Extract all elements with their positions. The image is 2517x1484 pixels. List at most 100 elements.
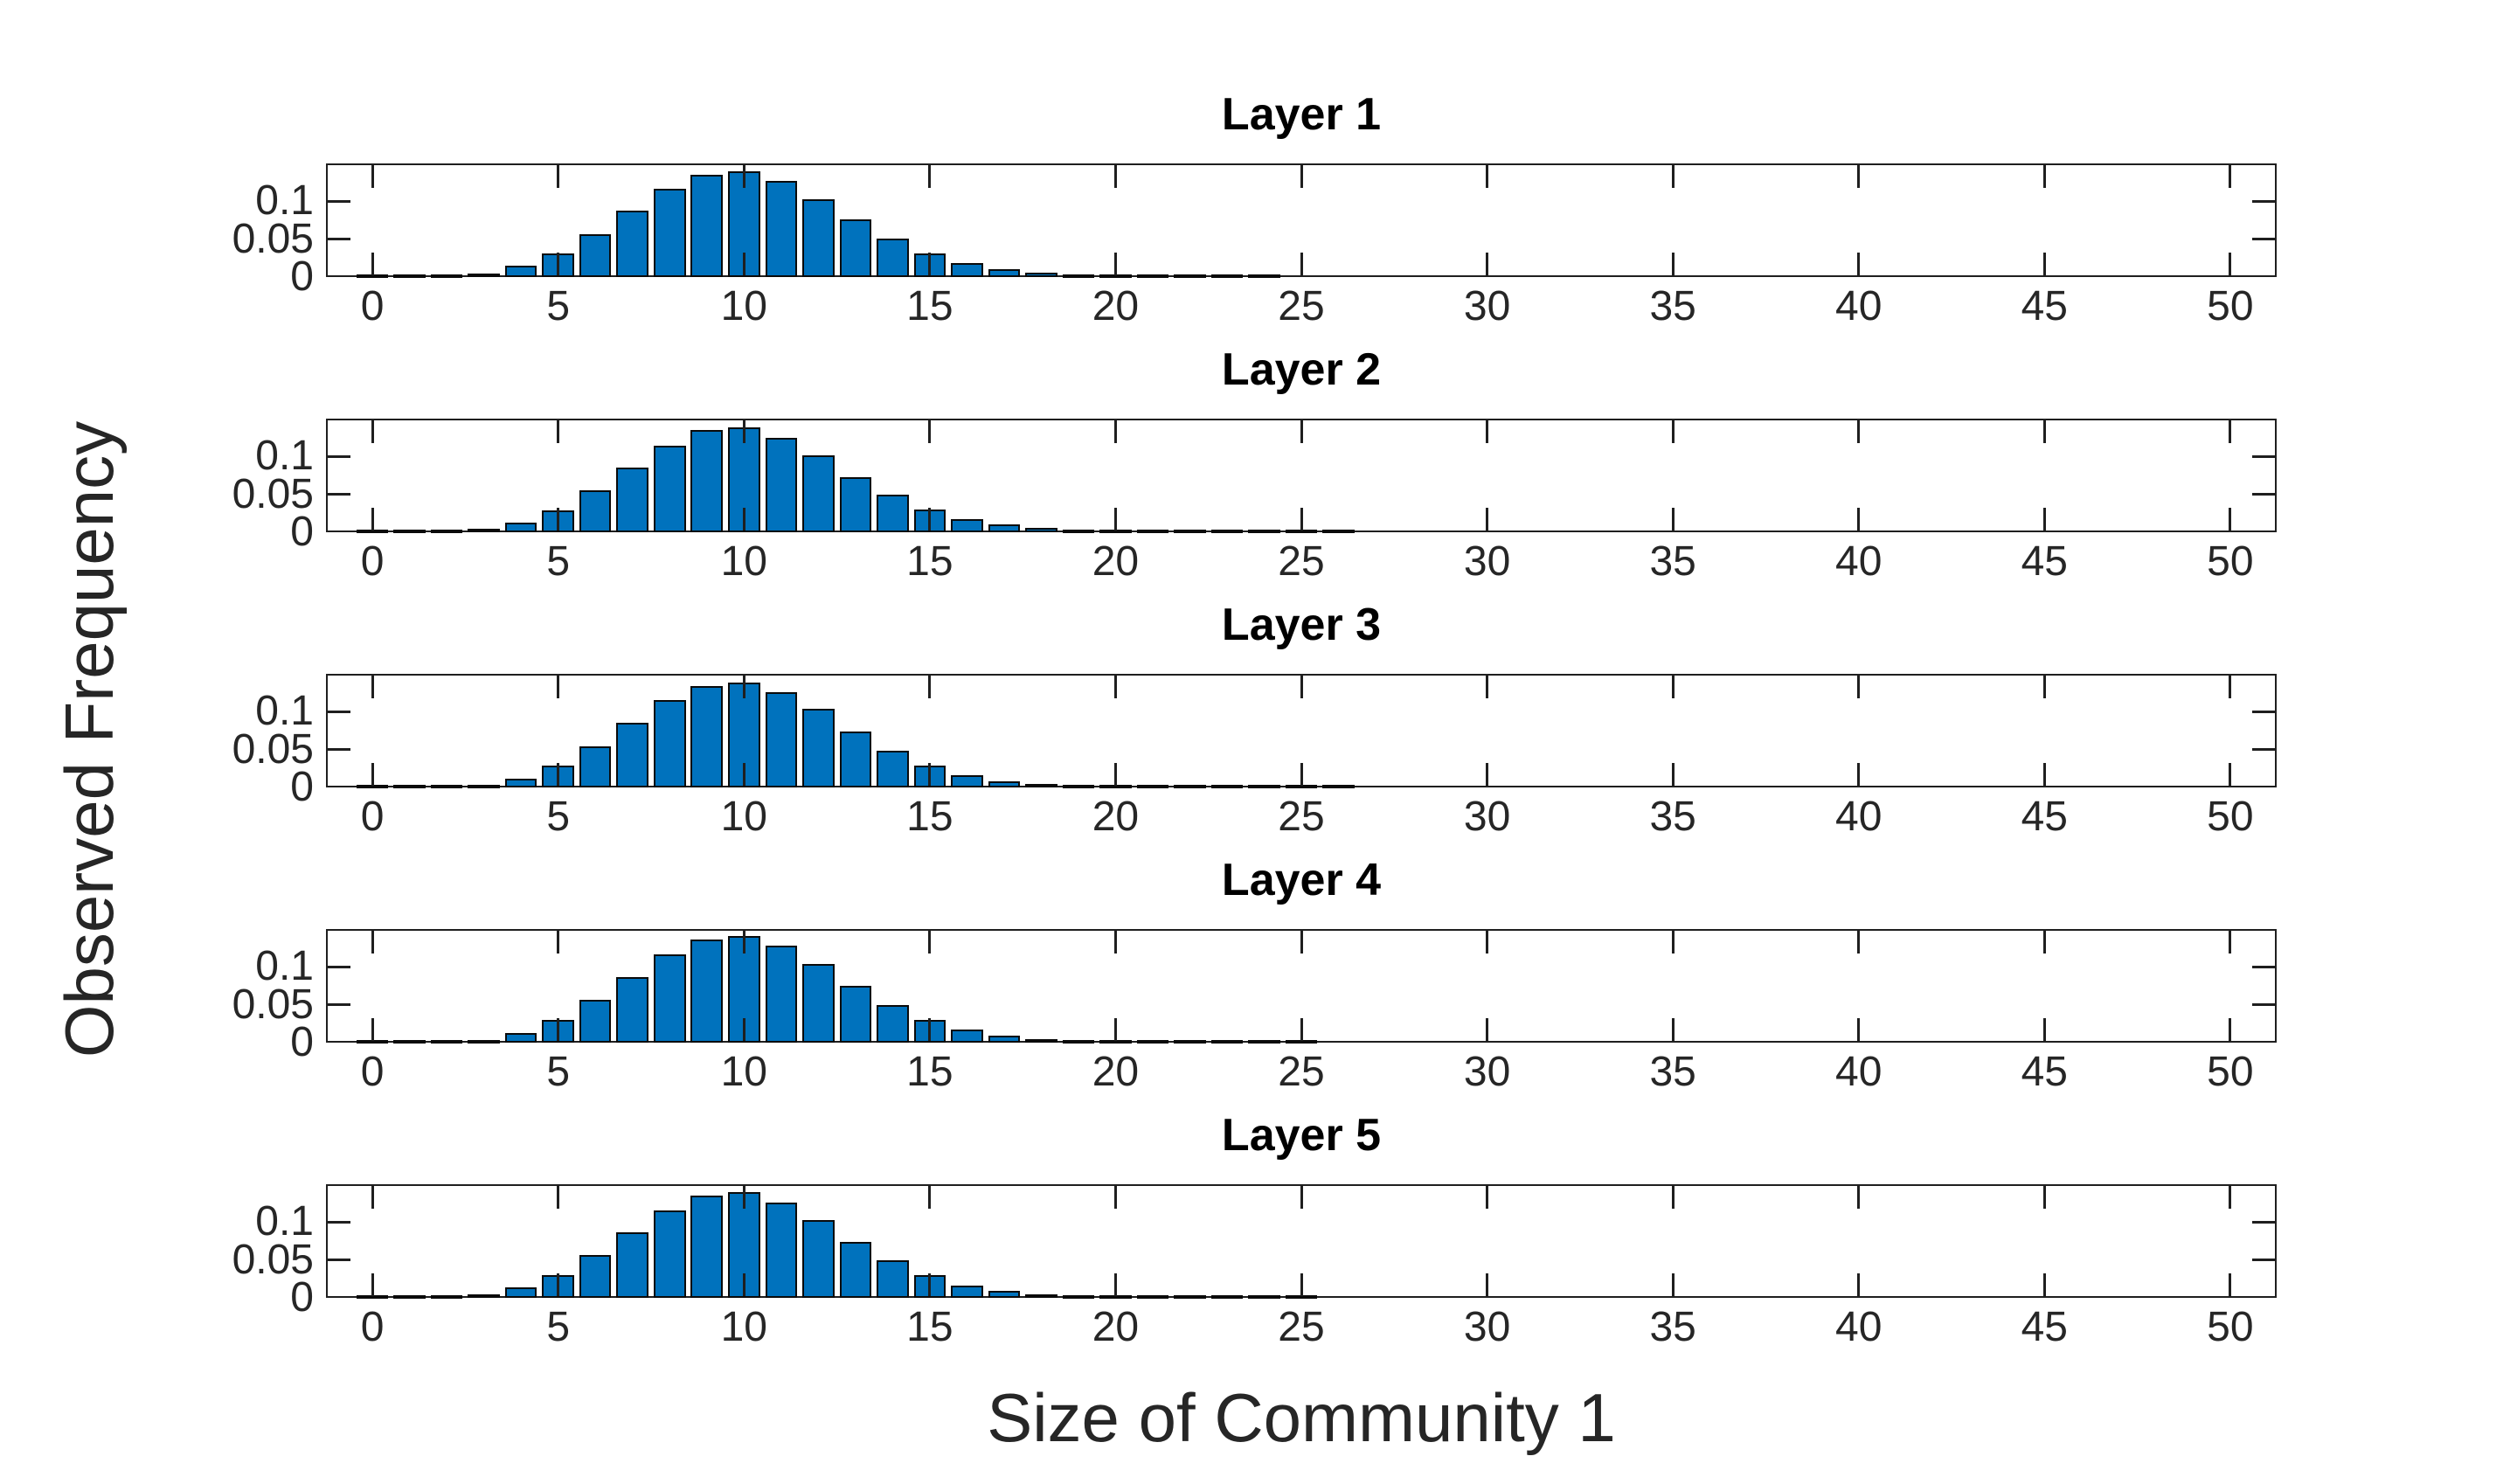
x-tick-mark — [1113, 253, 1117, 275]
x-tick-mark-top — [2042, 1186, 2046, 1209]
histogram-bar — [877, 494, 909, 532]
x-tick-label: 0 — [360, 794, 385, 840]
y-tick-label: 0.1 — [255, 688, 314, 735]
histogram-bar — [616, 210, 648, 277]
x-tick-mark — [928, 763, 932, 786]
histogram-bar — [430, 530, 463, 533]
y-tick-mark-right — [2252, 710, 2275, 713]
x-tick-mark — [1671, 508, 1675, 530]
x-tick-mark — [1857, 508, 1861, 530]
y-tick-mark-right — [2252, 748, 2275, 752]
x-tick-label: 15 — [906, 794, 953, 840]
histogram-bar — [356, 1295, 389, 1299]
y-tick-label: 0 — [290, 764, 314, 810]
histogram-bar — [504, 522, 537, 532]
x-tick-label: 15 — [906, 1304, 953, 1350]
x-tick-mark — [928, 508, 932, 530]
x-tick-label: 0 — [360, 283, 385, 329]
x-tick-mark-top — [1486, 1186, 1489, 1209]
histogram-bar — [988, 269, 1021, 277]
x-tick-mark-top — [2229, 931, 2232, 954]
x-tick-label: 5 — [546, 538, 571, 585]
x-tick-mark-top — [1486, 931, 1489, 954]
x-tick-label: 10 — [720, 283, 767, 329]
y-tick-label: 0.05 — [232, 981, 314, 1028]
x-tick-label: 5 — [546, 1049, 571, 1095]
x-tick-mark-top — [557, 420, 560, 443]
histogram-bar — [839, 1241, 872, 1298]
histogram-bar — [468, 784, 500, 788]
histogram-bar — [1099, 1040, 1132, 1044]
x-tick-mark-top — [2229, 1186, 2232, 1209]
x-tick-mark-top — [1671, 165, 1675, 188]
x-tick-label: 30 — [1463, 283, 1511, 329]
x-tick-mark — [1857, 763, 1861, 786]
x-tick-label: 45 — [2021, 794, 2068, 840]
x-tick-mark — [557, 763, 560, 786]
histogram-bar — [877, 238, 909, 277]
x-tick-mark-top — [2229, 676, 2232, 698]
x-tick-mark-top — [557, 165, 560, 188]
histogram-bar — [802, 708, 835, 787]
x-tick-mark — [2042, 508, 2046, 530]
histogram-bar — [468, 1039, 500, 1044]
x-tick-mark-top — [1671, 420, 1675, 443]
x-tick-mark-top — [742, 931, 745, 954]
histogram-bar — [1248, 785, 1280, 788]
x-tick-mark — [1486, 1018, 1489, 1041]
x-tick-mark-top — [1300, 676, 1303, 698]
histogram-bar — [1025, 1038, 1057, 1043]
x-tick-label: 35 — [1649, 794, 1696, 840]
y-tick-mark — [328, 710, 350, 713]
histogram-bar — [877, 1004, 909, 1043]
histogram-bar — [1174, 530, 1206, 533]
x-tick-label: 0 — [360, 1049, 385, 1095]
x-tick-mark — [1486, 763, 1489, 786]
histogram-bar — [1248, 1040, 1280, 1044]
histogram-bar — [1174, 1295, 1206, 1299]
x-tick-mark — [557, 1273, 560, 1296]
x-tick-label: 25 — [1278, 283, 1325, 329]
x-tick-mark — [1300, 508, 1303, 530]
y-tick-mark-right — [2252, 965, 2275, 968]
x-axis-label: Size of Community 1 — [987, 1379, 1616, 1456]
x-tick-mark — [1113, 763, 1117, 786]
histogram-bar — [393, 530, 426, 533]
y-tick-mark — [328, 1259, 350, 1262]
x-tick-mark — [742, 763, 745, 786]
histogram-bar — [579, 746, 612, 787]
histogram-bar — [951, 1286, 983, 1298]
histogram-bar — [393, 1040, 426, 1044]
x-tick-mark — [1671, 1273, 1675, 1296]
x-tick-mark — [1486, 253, 1489, 275]
histogram-bar — [1062, 785, 1095, 788]
histogram-bar — [579, 490, 612, 532]
x-tick-mark-top — [1857, 165, 1861, 188]
x-tick-mark-top — [1671, 1186, 1675, 1209]
x-tick-mark-top — [1857, 420, 1861, 443]
y-tick-mark-right — [2252, 1259, 2275, 1262]
x-tick-label: 30 — [1463, 538, 1511, 585]
x-tick-mark — [928, 1018, 932, 1041]
x-tick-mark — [1300, 763, 1303, 786]
x-tick-mark — [371, 253, 374, 275]
x-tick-label: 35 — [1649, 283, 1696, 329]
x-tick-mark — [2229, 508, 2232, 530]
histogram-bar — [1062, 1040, 1095, 1044]
histogram-bar — [653, 446, 686, 532]
x-tick-label: 15 — [906, 1049, 953, 1095]
x-tick-mark-top — [2229, 420, 2232, 443]
x-tick-mark — [2229, 1018, 2232, 1041]
y-tick-label: 0.1 — [255, 1198, 314, 1245]
histogram-bar — [579, 1000, 612, 1043]
histogram-bar — [951, 263, 983, 277]
x-tick-mark — [1113, 1018, 1117, 1041]
x-tick-mark-top — [928, 931, 932, 954]
x-tick-mark — [1857, 1273, 1861, 1296]
subplot-title: Layer 2 — [1221, 344, 1382, 395]
x-tick-mark — [742, 253, 745, 275]
histogram-bar — [616, 468, 648, 532]
x-tick-label: 30 — [1463, 1304, 1511, 1350]
histogram-bar — [430, 1040, 463, 1044]
